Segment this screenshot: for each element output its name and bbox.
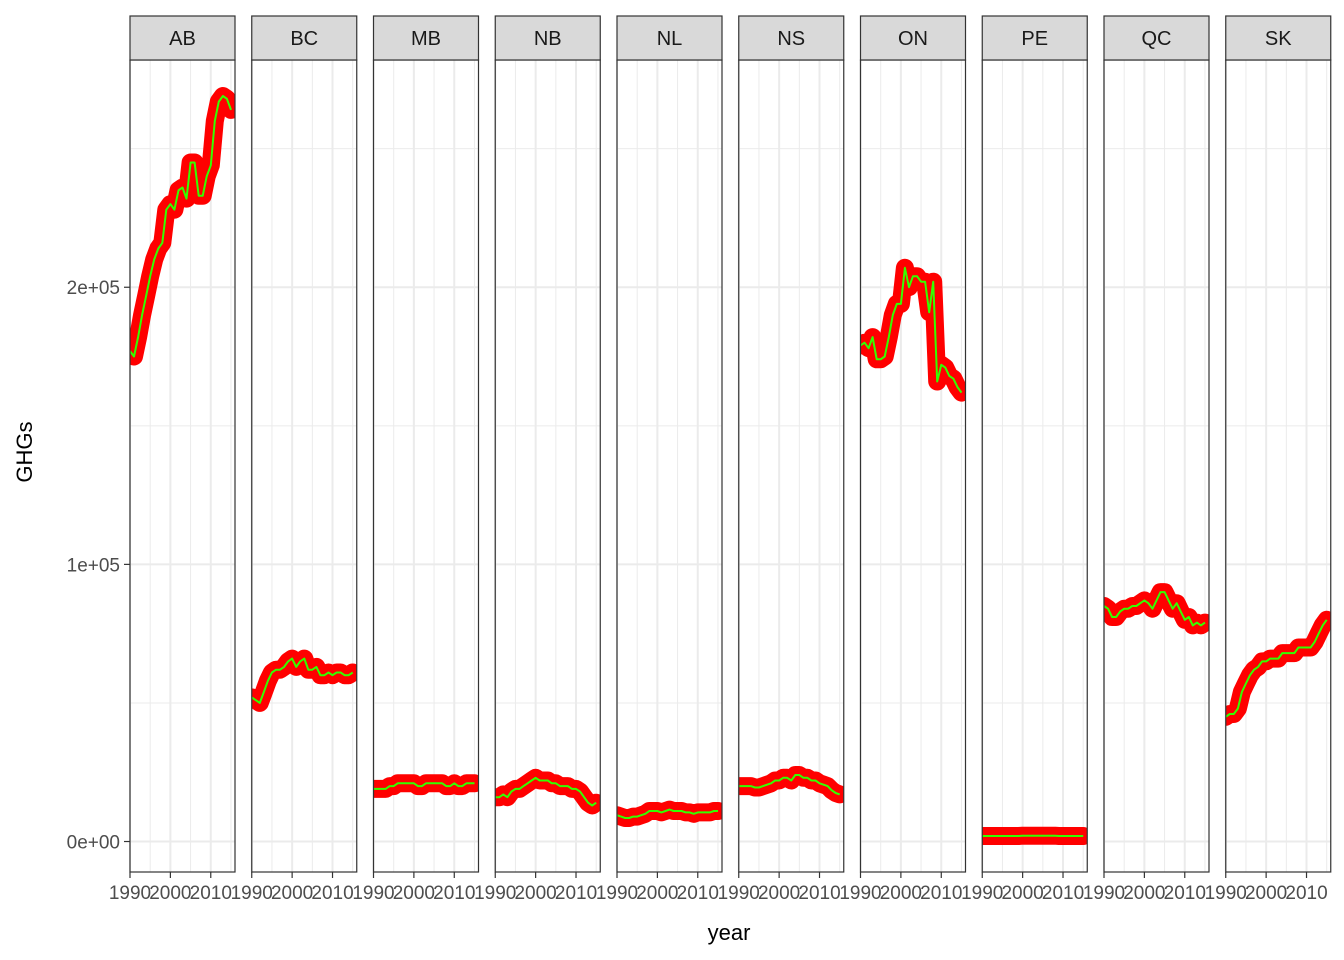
x-tick-label: 1990	[1083, 883, 1125, 904]
x-tick-label: 1990	[231, 883, 273, 904]
facet-strip-label: NL	[657, 28, 683, 50]
y-tick-label: 2e+05	[67, 278, 120, 299]
facet-strip	[129, 15, 236, 61]
y-tick-label: 1e+05	[67, 555, 120, 576]
facet-panels: AB199020002010BC199020002010MB1990200020…	[109, 15, 1332, 904]
facet-strip	[738, 15, 845, 61]
x-tick-label: 1990	[109, 883, 151, 904]
panel-background	[617, 60, 722, 872]
y-tick-label: 0e+00	[67, 833, 120, 854]
facet-strip-label: NS	[777, 28, 805, 50]
y-axis-title: GHGs	[12, 421, 37, 482]
panel-background	[738, 60, 844, 872]
x-tick-label: 1990	[474, 883, 516, 904]
x-tick-label: 2000	[149, 883, 191, 904]
x-tick-label: 1990	[839, 883, 881, 904]
facet-strip	[372, 15, 480, 61]
x-tick-label: 2000	[271, 883, 313, 904]
facet-strip-label: PE	[1021, 28, 1048, 50]
panel-background	[495, 60, 601, 872]
series-line-thin	[251, 657, 354, 704]
facet-strip-label: NB	[534, 28, 562, 50]
panel-background	[251, 60, 357, 872]
facet-strip-label: AB	[169, 28, 196, 50]
series-lines	[373, 774, 479, 798]
x-tick-label: 2010	[1042, 883, 1084, 904]
series-line-thin	[738, 774, 841, 796]
facet-strip	[616, 15, 723, 61]
x-tick-label: 1990	[352, 883, 394, 904]
x-tick-label: 2000	[1245, 883, 1287, 904]
x-tick-label: 2010	[1164, 883, 1206, 904]
series-lines	[860, 258, 966, 402]
facet-strip	[981, 15, 1088, 61]
series-line-thin	[130, 95, 232, 358]
panel-background	[373, 60, 479, 872]
x-tick-label: 2000	[636, 883, 678, 904]
series-line-thin	[1104, 591, 1206, 627]
y-axis: 0e+00 1e+05 2e+05	[67, 278, 130, 854]
x-tick-label: 2000	[758, 883, 800, 904]
x-tick-label: 2010	[190, 883, 232, 904]
facet-strip-label: MB	[411, 28, 441, 50]
series-lines	[738, 766, 844, 804]
x-tick-label: 1990	[961, 883, 1003, 904]
facet-strip-label: ON	[898, 28, 928, 50]
facet-strip-label: BC	[290, 28, 318, 50]
series-line-thin	[495, 776, 597, 807]
series-lines	[495, 768, 601, 815]
series-line-thin	[860, 266, 963, 394]
x-tick-label: 2000	[514, 883, 556, 904]
panel-background	[1104, 60, 1209, 872]
panel-background	[860, 60, 966, 872]
x-tick-label: 2010	[920, 883, 962, 904]
series-lines	[617, 800, 722, 827]
facet-strip-label: SK	[1265, 28, 1292, 50]
series-lines	[130, 87, 235, 366]
x-tick-label: 2010	[1285, 883, 1327, 904]
x-tick-label: 2000	[880, 883, 922, 904]
x-tick-label: 2010	[433, 883, 475, 904]
x-tick-label: 1990	[596, 883, 638, 904]
x-tick-label: 2010	[677, 883, 719, 904]
x-tick-label: 2010	[798, 883, 840, 904]
facet-strip	[494, 15, 601, 61]
facet-strip-label: QC	[1142, 28, 1172, 50]
facet-strip	[859, 15, 967, 61]
facet-strip	[1225, 15, 1332, 61]
x-tick-label: 1990	[1205, 883, 1247, 904]
x-tick-label: 2010	[555, 883, 597, 904]
panel-background	[1225, 60, 1331, 872]
x-tick-label: 1990	[718, 883, 760, 904]
facet-strip	[251, 15, 358, 61]
x-tick-label: 2010	[311, 883, 353, 904]
x-tick-label: 2000	[1001, 883, 1043, 904]
series-lines	[1225, 610, 1331, 726]
series-lines	[251, 649, 357, 712]
facet-strip	[1103, 15, 1210, 61]
series-line-thin	[1225, 619, 1328, 718]
series-line-thin	[617, 808, 718, 819]
panel-background	[982, 60, 1088, 872]
x-axis-title: year	[708, 920, 751, 945]
x-tick-label: 2000	[393, 883, 435, 904]
x-tick-label: 2000	[1123, 883, 1165, 904]
series-line-thin	[373, 782, 475, 790]
series-lines	[1104, 583, 1209, 635]
